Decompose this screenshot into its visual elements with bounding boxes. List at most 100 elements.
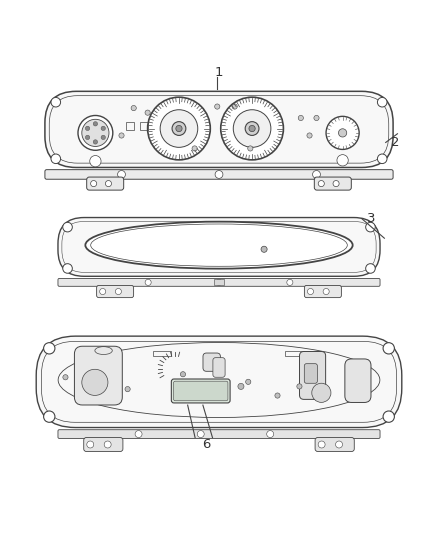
FancyBboxPatch shape bbox=[84, 438, 123, 451]
FancyBboxPatch shape bbox=[173, 381, 228, 401]
Text: 2: 2 bbox=[391, 136, 399, 149]
FancyBboxPatch shape bbox=[87, 177, 124, 190]
Circle shape bbox=[44, 411, 55, 422]
Circle shape bbox=[63, 264, 72, 273]
Circle shape bbox=[51, 154, 60, 164]
Bar bbox=[285, 351, 304, 356]
Circle shape bbox=[267, 431, 274, 438]
Circle shape bbox=[221, 97, 283, 160]
Circle shape bbox=[261, 246, 267, 252]
Circle shape bbox=[298, 115, 304, 120]
FancyBboxPatch shape bbox=[171, 379, 230, 403]
Circle shape bbox=[378, 154, 387, 164]
Circle shape bbox=[160, 110, 198, 147]
Bar bbox=[153, 351, 171, 356]
Bar bbox=[126, 122, 134, 130]
Circle shape bbox=[106, 181, 112, 187]
Circle shape bbox=[383, 411, 394, 422]
Circle shape bbox=[93, 140, 98, 144]
Circle shape bbox=[87, 441, 94, 448]
Circle shape bbox=[51, 98, 60, 107]
FancyBboxPatch shape bbox=[345, 359, 371, 402]
Circle shape bbox=[333, 181, 339, 187]
Circle shape bbox=[192, 146, 197, 151]
Circle shape bbox=[366, 222, 375, 232]
FancyBboxPatch shape bbox=[74, 346, 122, 405]
Ellipse shape bbox=[85, 222, 353, 269]
Text: 6: 6 bbox=[202, 438, 210, 450]
FancyBboxPatch shape bbox=[97, 286, 134, 297]
Circle shape bbox=[85, 126, 90, 131]
Bar bbox=[140, 122, 148, 130]
Circle shape bbox=[366, 264, 375, 273]
Circle shape bbox=[336, 441, 343, 448]
Circle shape bbox=[172, 122, 186, 135]
Circle shape bbox=[337, 155, 348, 166]
Circle shape bbox=[93, 122, 98, 126]
Circle shape bbox=[63, 222, 72, 232]
Circle shape bbox=[313, 171, 321, 179]
Circle shape bbox=[145, 110, 150, 115]
FancyBboxPatch shape bbox=[314, 177, 351, 190]
Circle shape bbox=[245, 122, 259, 135]
Circle shape bbox=[82, 119, 109, 147]
Circle shape bbox=[82, 369, 108, 395]
Circle shape bbox=[297, 384, 302, 389]
Circle shape bbox=[249, 125, 255, 132]
Circle shape bbox=[314, 115, 319, 120]
Circle shape bbox=[215, 104, 220, 109]
FancyBboxPatch shape bbox=[300, 351, 325, 399]
Circle shape bbox=[117, 171, 125, 179]
Circle shape bbox=[180, 372, 186, 377]
Circle shape bbox=[119, 133, 124, 138]
Circle shape bbox=[78, 116, 113, 150]
Circle shape bbox=[246, 379, 251, 384]
Text: 3: 3 bbox=[367, 212, 375, 225]
FancyBboxPatch shape bbox=[45, 91, 393, 167]
Circle shape bbox=[125, 386, 130, 392]
Circle shape bbox=[85, 135, 90, 140]
FancyBboxPatch shape bbox=[304, 286, 341, 297]
Circle shape bbox=[318, 181, 324, 187]
Bar bbox=[214, 279, 224, 286]
Circle shape bbox=[216, 279, 222, 286]
Circle shape bbox=[307, 288, 314, 295]
Circle shape bbox=[318, 441, 325, 448]
Circle shape bbox=[248, 146, 253, 151]
Circle shape bbox=[215, 171, 223, 179]
FancyBboxPatch shape bbox=[304, 364, 318, 383]
FancyBboxPatch shape bbox=[58, 430, 380, 439]
Circle shape bbox=[63, 375, 68, 380]
FancyBboxPatch shape bbox=[203, 353, 220, 372]
Circle shape bbox=[339, 129, 347, 137]
Circle shape bbox=[326, 116, 359, 149]
Circle shape bbox=[101, 126, 106, 131]
Circle shape bbox=[100, 288, 106, 295]
FancyBboxPatch shape bbox=[213, 358, 225, 377]
Circle shape bbox=[101, 135, 106, 140]
Circle shape bbox=[312, 383, 331, 402]
Circle shape bbox=[131, 106, 136, 111]
FancyBboxPatch shape bbox=[315, 438, 354, 451]
Circle shape bbox=[115, 288, 121, 295]
Circle shape bbox=[287, 279, 293, 286]
Circle shape bbox=[145, 279, 151, 286]
Circle shape bbox=[323, 288, 329, 295]
Circle shape bbox=[176, 125, 182, 132]
FancyBboxPatch shape bbox=[58, 217, 380, 276]
Circle shape bbox=[307, 133, 312, 138]
Circle shape bbox=[232, 104, 237, 109]
FancyBboxPatch shape bbox=[45, 169, 393, 179]
Circle shape bbox=[197, 431, 204, 438]
Circle shape bbox=[135, 431, 142, 438]
FancyBboxPatch shape bbox=[58, 278, 380, 286]
Circle shape bbox=[378, 98, 387, 107]
Circle shape bbox=[275, 393, 280, 398]
Circle shape bbox=[104, 441, 111, 448]
Circle shape bbox=[44, 343, 55, 354]
Circle shape bbox=[148, 97, 210, 160]
Circle shape bbox=[383, 343, 394, 354]
FancyBboxPatch shape bbox=[36, 336, 402, 427]
Circle shape bbox=[238, 383, 244, 390]
Circle shape bbox=[90, 156, 101, 167]
